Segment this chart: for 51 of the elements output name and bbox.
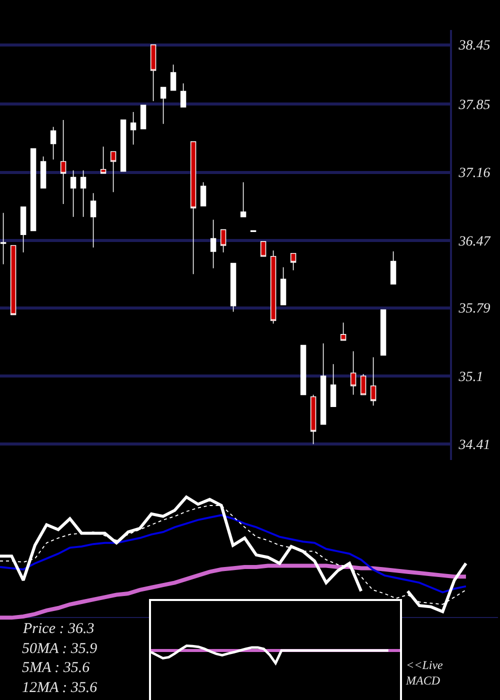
candlestick	[120, 120, 126, 172]
candlestick	[90, 192, 96, 248]
text: 12MA : 35.6	[22, 680, 98, 696]
candlestick	[370, 356, 376, 406]
candlestick	[180, 82, 186, 108]
candlestick	[200, 182, 206, 206]
candlestick	[0, 212, 6, 265]
y-tick-label: 34.41	[458, 438, 490, 454]
y-tick-label: 37.85	[458, 98, 490, 114]
candlestick	[10, 245, 16, 316]
candlestick	[60, 120, 66, 204]
candlestick	[30, 148, 36, 232]
candlestick	[360, 374, 366, 396]
candlestick	[140, 104, 146, 130]
y-tick-label: 37.16	[458, 166, 490, 182]
candlestick	[300, 344, 306, 396]
candlestick	[230, 262, 236, 312]
candlestick	[110, 151, 116, 193]
candlestick	[50, 126, 56, 160]
text: 50MA : 35.9	[22, 641, 98, 657]
candlestick	[340, 322, 346, 341]
candlestick	[160, 86, 166, 124]
candlestick	[350, 350, 356, 396]
candlestick	[150, 44, 156, 102]
candlestick	[270, 250, 276, 324]
text: <<Live MACD	[405, 658, 444, 688]
candlestick	[170, 64, 176, 91]
candlestick	[330, 364, 336, 408]
candlestick	[380, 309, 386, 356]
candlestick	[240, 182, 246, 218]
y-tick-label: 35.1	[458, 370, 484, 385]
y-tick-label: 38.45	[458, 38, 490, 54]
candlestick	[290, 253, 296, 271]
candlestick	[130, 112, 136, 146]
y-tick-label: 35.79	[458, 302, 490, 317]
candlestick	[100, 146, 106, 174]
candlestick	[390, 251, 396, 284]
candlestick	[210, 219, 216, 269]
y-tick-label: 36.47	[458, 234, 492, 250]
candlestick	[310, 394, 316, 445]
candlestick	[80, 170, 86, 218]
candlestick	[260, 241, 266, 257]
candlestick	[320, 342, 326, 425]
candlestick	[70, 170, 76, 218]
text: Price : 36.3	[22, 621, 94, 637]
candlestick	[190, 141, 196, 275]
text: 5MA : 35.6	[22, 660, 90, 676]
candlestick	[40, 156, 46, 189]
candlestick	[280, 266, 286, 306]
candlestick	[220, 229, 226, 253]
candlestick	[20, 206, 26, 253]
